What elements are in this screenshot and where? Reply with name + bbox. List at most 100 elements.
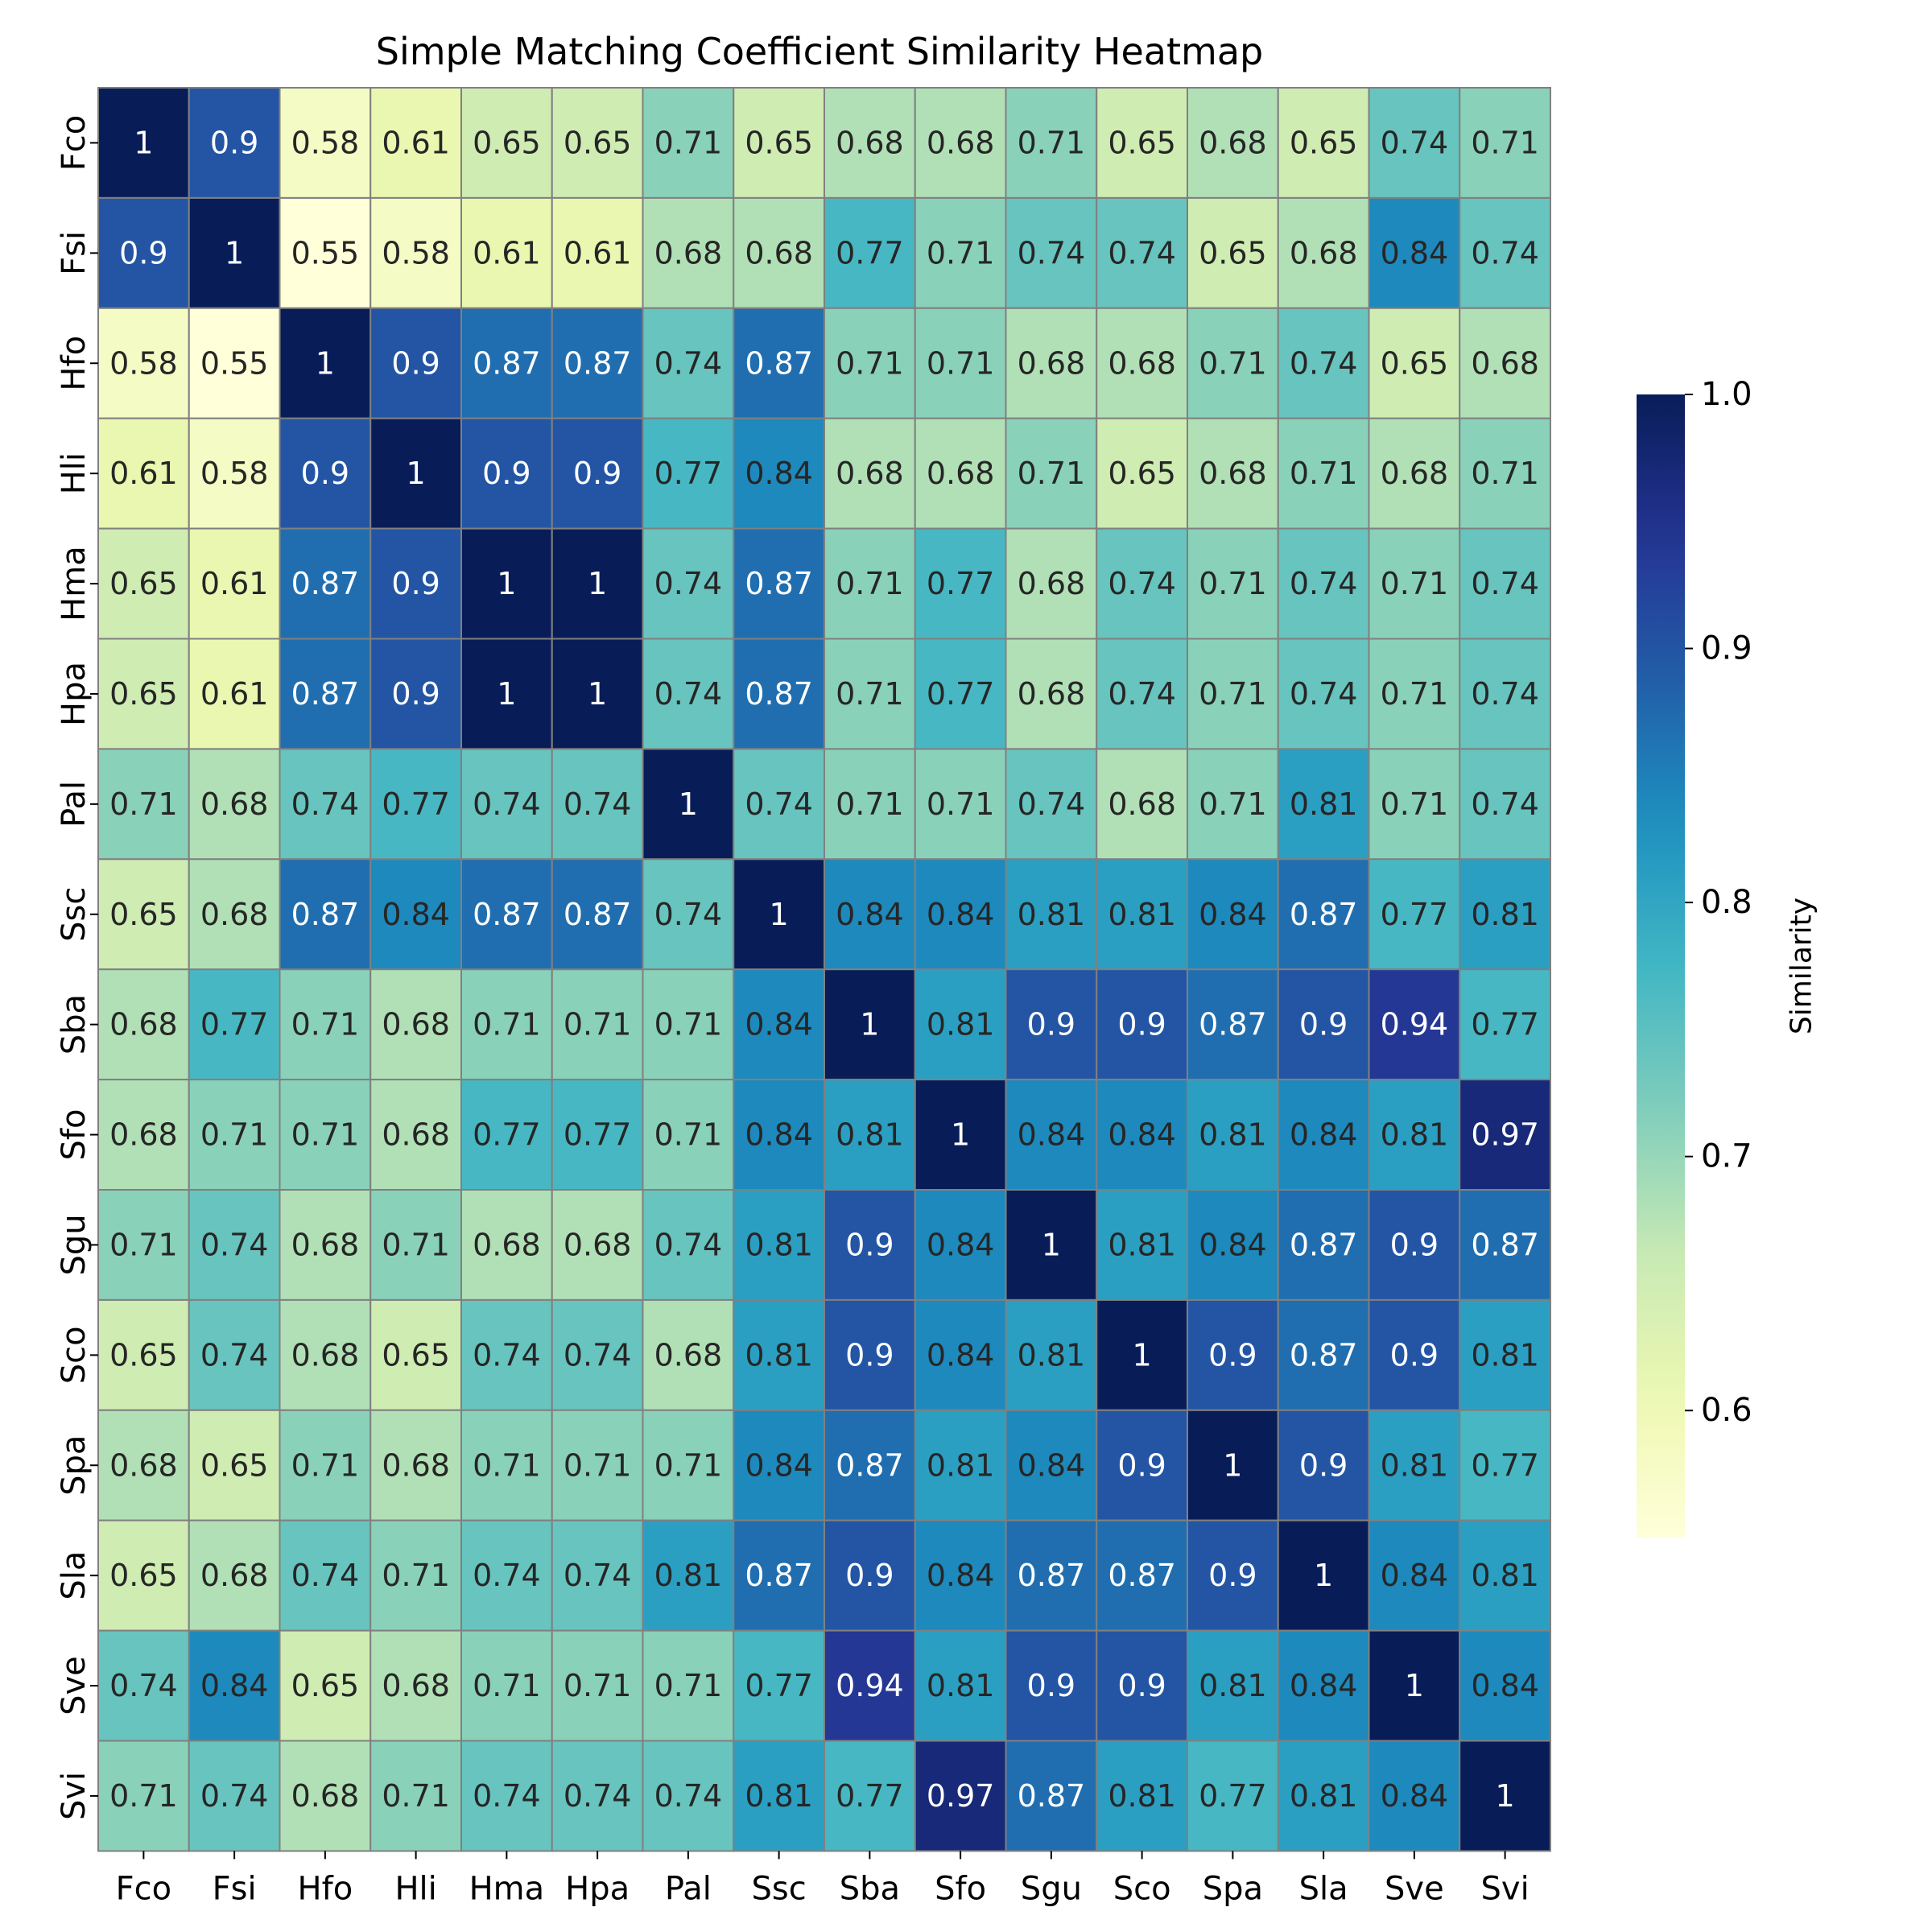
cell-value-Sla-Hma: 0.74: [473, 1558, 541, 1593]
heatmap-cell-Sco-Pal: [642, 1298, 735, 1411]
heatmap-cell-Sve-Spa: [1187, 1629, 1279, 1742]
heatmap-cell-Hli-Spa: [1187, 417, 1279, 530]
cell-value-Svi-Svi: 1: [1496, 1778, 1515, 1814]
cell-value-Sve-Fsi: 0.84: [200, 1668, 269, 1703]
x-tick-label-Svi: Svi: [1481, 1870, 1530, 1907]
heatmap-cell-Sve-Hli: [369, 1629, 462, 1742]
heatmap-cell-Sgu-Pal: [642, 1189, 735, 1301]
heatmap-cell-Sla-Hli: [369, 1519, 462, 1632]
heatmap-cell-Spa-Fco: [97, 1409, 190, 1521]
cell-value-Hma-Sco: 0.74: [1108, 566, 1176, 601]
heatmap-cell-Sfo-Hfo: [279, 1079, 372, 1191]
cell-value-Ssc-Hli: 0.84: [382, 897, 450, 932]
heatmap-cell-Sco-Hfo: [279, 1298, 372, 1411]
cell-value-Hpa-Pal: 0.74: [654, 676, 723, 712]
heatmap-cell-Hpa-Sla: [1277, 638, 1370, 750]
heatmap-cell-Hpa-Hfo: [279, 638, 372, 750]
cell-value-Sgu-Spa: 0.84: [1199, 1227, 1267, 1262]
heatmap-cell-Hma-Ssc: [733, 527, 825, 640]
heatmap-cell-Pal-Sco: [1096, 748, 1188, 861]
heatmap-cell-Pal-Sla: [1277, 748, 1370, 861]
heatmap-cell-Hli-Fsi: [188, 417, 281, 530]
cell-value-Sco-Sla: 0.87: [1290, 1337, 1358, 1373]
heatmap-cell-Sfo-Hma: [460, 1079, 553, 1191]
cell-value-Hli-Pal: 0.77: [654, 456, 723, 491]
heatmap-cell-Sve-Hfo: [279, 1629, 372, 1742]
heatmap-cell-Svi-Hpa: [551, 1740, 644, 1852]
cell-value-Hfo-Sba: 0.71: [836, 345, 904, 381]
heatmap-cell-Hma-Sgu: [1005, 527, 1098, 640]
cell-value-Sve-Ssc: 0.77: [745, 1668, 813, 1703]
cell-value-Svi-Pal: 0.74: [654, 1778, 723, 1814]
heatmap-cell-Fco-Sfo: [914, 87, 1007, 199]
heatmap-cell-Hma-Svi: [1459, 527, 1551, 640]
heatmap-cell-Hfo-Svi: [1459, 307, 1551, 419]
heatmap-cell-Hpa-Ssc: [733, 638, 825, 750]
cell-value-Sco-Sfo: 0.84: [927, 1337, 995, 1373]
cell-value-Sfo-Spa: 0.81: [1199, 1117, 1267, 1153]
cell-value-Hli-Hfo: 0.9: [301, 456, 349, 491]
cell-value-Hli-Ssc: 0.84: [745, 456, 813, 491]
cell-value-Fsi-Hpa: 0.61: [564, 235, 632, 270]
cell-value-Fco-Svi: 0.71: [1471, 125, 1539, 160]
cell-value-Hma-Ssc: 0.87: [745, 566, 813, 601]
cell-value-Ssc-Fsi: 0.68: [200, 897, 269, 932]
cell-value-Pal-Sve: 0.71: [1381, 786, 1449, 822]
cell-value-Sla-Hli: 0.71: [382, 1558, 450, 1593]
cell-value-Sgu-Sla: 0.87: [1290, 1227, 1358, 1262]
cell-value-Spa-Fco: 0.68: [109, 1447, 178, 1483]
cell-value-Sla-Fco: 0.65: [109, 1558, 178, 1593]
cell-value-Sgu-Sco: 0.81: [1108, 1227, 1176, 1262]
heatmap-cell-Sba-Hpa: [551, 968, 644, 1081]
heatmap-cell-Ssc-Svi: [1459, 858, 1551, 971]
heatmap-cell-Ssc-Ssc: [733, 858, 825, 971]
cell-value-Sla-Svi: 0.81: [1471, 1558, 1539, 1593]
cell-value-Hma-Svi: 0.74: [1471, 566, 1539, 601]
cell-value-Svi-Sla: 0.81: [1290, 1778, 1358, 1814]
heatmap-cell-Sla-Ssc: [733, 1519, 825, 1632]
cell-value-Fco-Sba: 0.68: [836, 125, 904, 160]
heatmap-cell-Sba-Sgu: [1005, 968, 1098, 1081]
cell-value-Pal-Sba: 0.71: [836, 786, 904, 822]
cell-value-Sgu-Pal: 0.74: [654, 1227, 723, 1262]
cell-value-Spa-Svi: 0.77: [1471, 1447, 1539, 1483]
cell-value-Sgu-Fsi: 0.74: [200, 1227, 269, 1262]
heatmap-cell-Sla-Spa: [1187, 1519, 1279, 1632]
cell-value-Ssc-Hma: 0.87: [473, 897, 541, 932]
heatmap-cell-Fsi-Sgu: [1005, 196, 1098, 309]
heatmap-cell-Fsi-Hma: [460, 196, 553, 309]
heatmap-cell-Spa-Hma: [460, 1409, 553, 1521]
heatmap-cell-Sfo-Sco: [1096, 1079, 1188, 1191]
cell-value-Sve-Svi: 0.84: [1471, 1668, 1539, 1703]
cell-value-Sfo-Sba: 0.81: [836, 1117, 904, 1153]
heatmap-cell-Svi-Svi: [1459, 1740, 1551, 1852]
cell-value-Hfo-Sve: 0.65: [1381, 345, 1449, 381]
cell-value-Sfo-Sco: 0.84: [1108, 1117, 1176, 1153]
cell-value-Fco-Spa: 0.68: [1199, 125, 1267, 160]
cell-value-Sba-Sfo: 0.81: [927, 1007, 995, 1042]
x-tick-label-Pal: Pal: [665, 1870, 712, 1907]
heatmap-cell-Sfo-Pal: [642, 1079, 735, 1191]
heatmap-cell-Pal-Hfo: [279, 748, 372, 861]
cell-value-Hfo-Ssc: 0.87: [745, 345, 813, 381]
heatmap-cell-Hma-Sla: [1277, 527, 1370, 640]
cell-value-Sgu-Sgu: 1: [1042, 1227, 1061, 1262]
heatmap-cell-Sla-Sba: [824, 1519, 916, 1632]
heatmap-cell-Ssc-Sco: [1096, 858, 1188, 971]
cell-value-Sco-Fsi: 0.74: [200, 1337, 269, 1373]
cell-value-Ssc-Fco: 0.65: [109, 897, 178, 932]
cell-value-Sfo-Hfo: 0.71: [291, 1117, 360, 1153]
cell-value-Hfo-Sla: 0.74: [1290, 345, 1358, 381]
cell-value-Hma-Fco: 0.65: [109, 566, 178, 601]
cell-value-Fco-Fsi: 0.9: [210, 125, 258, 160]
cell-value-Sla-Sgu: 0.87: [1018, 1558, 1086, 1593]
cell-value-Ssc-Svi: 0.81: [1471, 897, 1539, 932]
cell-value-Sfo-Ssc: 0.84: [745, 1117, 813, 1153]
heatmap-cell-Fsi-Pal: [642, 196, 735, 309]
cell-value-Hma-Hpa: 1: [588, 566, 607, 601]
heatmap-cell-Fsi-Fsi: [188, 196, 281, 309]
cell-value-Ssc-Hfo: 0.87: [291, 897, 360, 932]
x-tick-label-Hli: Hli: [394, 1870, 436, 1907]
cell-value-Sfo-Pal: 0.71: [654, 1117, 723, 1153]
heatmap-cell-Hfo-Sve: [1368, 307, 1461, 419]
